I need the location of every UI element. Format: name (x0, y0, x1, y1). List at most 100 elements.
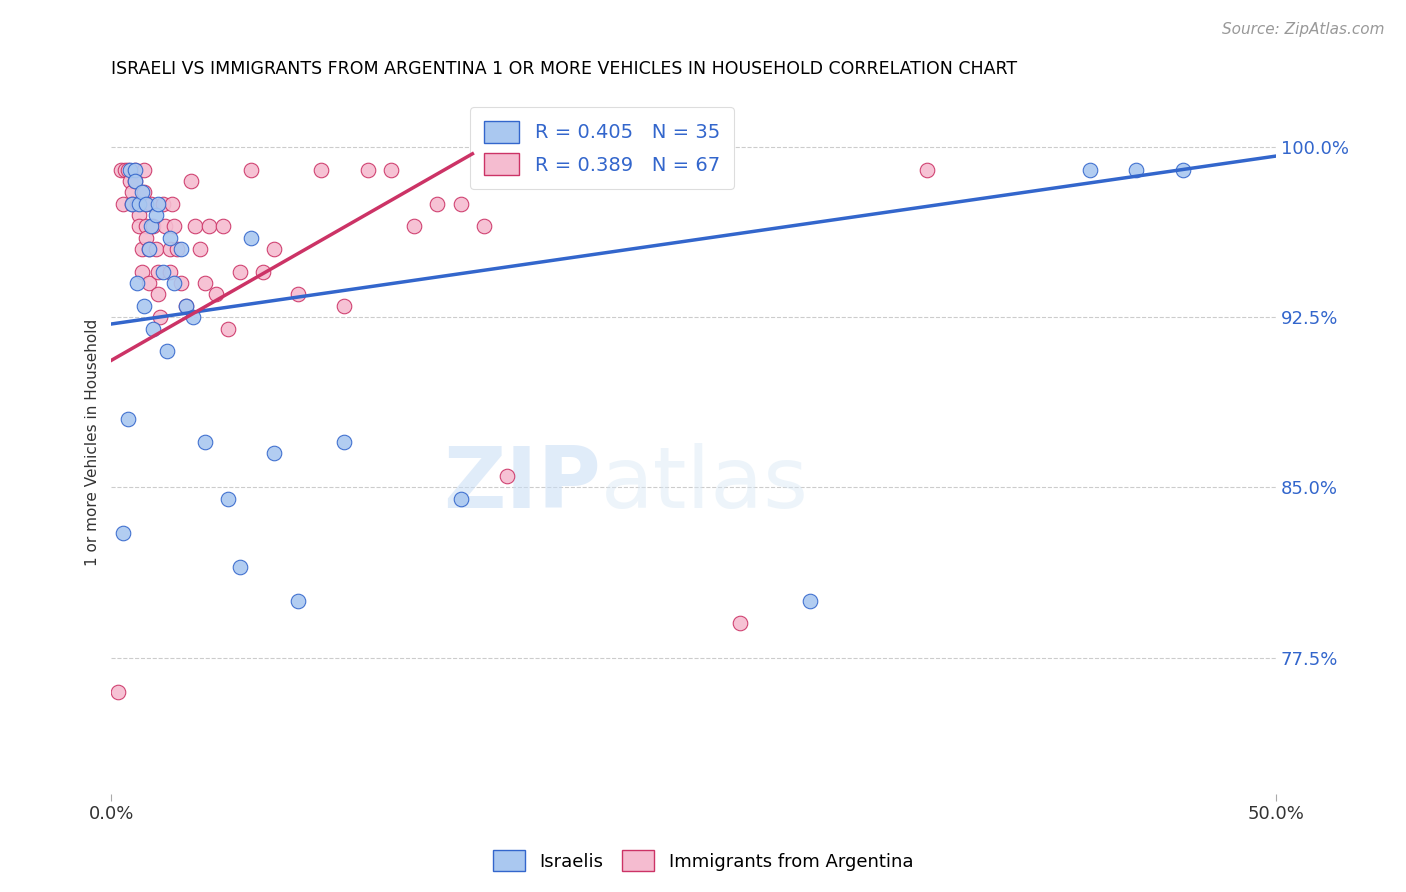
Point (240, 162, 263, 177)
Point (589, 174, 612, 188)
Point (426, 196, 449, 211)
Point (138, 242, 160, 256)
Legend: R = 0.405   N = 35, R = 0.389   N = 67: R = 0.405 N = 35, R = 0.389 N = 67 (471, 107, 734, 189)
Point (160, 196, 183, 211)
Point (287, 594, 309, 608)
Point (159, 242, 181, 256)
Point (135, 231, 157, 245)
Text: ISRAELI VS IMMIGRANTS FROM ARGENTINA 1 OR MORE VEHICLES IN HOUSEHOLD CORRELATION: ISRAELI VS IMMIGRANTS FROM ARGENTINA 1 O… (111, 60, 1018, 78)
Point (180, 174, 202, 188)
Point (174, 299, 197, 313)
Point (114, 162, 136, 177)
Point (131, 186, 153, 200)
Point (156, 344, 179, 359)
Point (567, 162, 589, 177)
Point (124, 162, 146, 177)
Point (118, 174, 141, 188)
Point (799, 594, 821, 608)
Point (240, 231, 263, 245)
Point (163, 276, 186, 290)
Point (152, 196, 174, 211)
Point (263, 446, 285, 460)
Point (145, 208, 167, 222)
Point (124, 162, 146, 177)
Point (170, 242, 193, 256)
Point (146, 287, 169, 301)
Text: atlas: atlas (600, 442, 808, 525)
Point (228, 265, 250, 279)
Point (217, 321, 239, 335)
Point (125, 196, 148, 211)
Point (128, 208, 150, 222)
Point (252, 265, 274, 279)
Point (131, 265, 153, 279)
Point (142, 219, 165, 234)
Point (139, 219, 162, 234)
Legend: Israelis, Immigrants from Argentina: Israelis, Immigrants from Argentina (485, 843, 921, 879)
Point (132, 186, 155, 200)
Text: Source: ZipAtlas.com: Source: ZipAtlas.com (1222, 22, 1385, 37)
Text: ZIP: ZIP (443, 442, 600, 525)
Point (159, 231, 181, 245)
Point (205, 287, 228, 301)
Point (730, 616, 752, 631)
Point (146, 196, 169, 211)
Point (121, 196, 143, 211)
Point (142, 321, 165, 335)
Point (519, 162, 541, 177)
Point (170, 276, 193, 290)
Point (124, 174, 146, 188)
Point (212, 219, 235, 234)
Y-axis label: 1 or more Vehicles in Household: 1 or more Vehicles in Household (86, 318, 100, 566)
Point (450, 491, 472, 506)
Point (1171, 162, 1194, 177)
Point (153, 219, 176, 234)
Point (496, 469, 519, 483)
Point (356, 162, 378, 177)
Point (333, 434, 356, 449)
Point (124, 174, 146, 188)
Point (181, 310, 204, 325)
Point (128, 219, 150, 234)
Point (166, 242, 188, 256)
Point (132, 299, 155, 313)
Point (112, 525, 135, 540)
Point (149, 310, 172, 325)
Point (132, 162, 155, 177)
Point (145, 242, 167, 256)
Point (128, 196, 150, 211)
Point (138, 242, 160, 256)
Point (543, 162, 565, 177)
Point (1125, 162, 1147, 177)
Point (110, 162, 132, 177)
Point (159, 265, 181, 279)
Point (135, 196, 157, 211)
Point (450, 196, 472, 211)
Point (125, 276, 148, 290)
Point (121, 196, 143, 211)
Point (333, 299, 356, 313)
Point (194, 434, 217, 449)
Point (636, 162, 658, 177)
Point (107, 684, 129, 698)
Point (174, 299, 197, 313)
Point (915, 162, 938, 177)
Point (287, 287, 309, 301)
Point (194, 276, 217, 290)
Point (380, 162, 402, 177)
Point (263, 242, 285, 256)
Point (139, 196, 162, 211)
Point (682, 162, 704, 177)
Point (188, 242, 211, 256)
Point (404, 219, 426, 234)
Point (138, 276, 160, 290)
Point (135, 219, 157, 234)
Point (118, 162, 141, 177)
Point (198, 219, 221, 234)
Point (135, 196, 157, 211)
Point (112, 196, 135, 211)
Point (217, 491, 239, 506)
Point (309, 162, 332, 177)
Point (184, 219, 207, 234)
Point (117, 412, 139, 426)
